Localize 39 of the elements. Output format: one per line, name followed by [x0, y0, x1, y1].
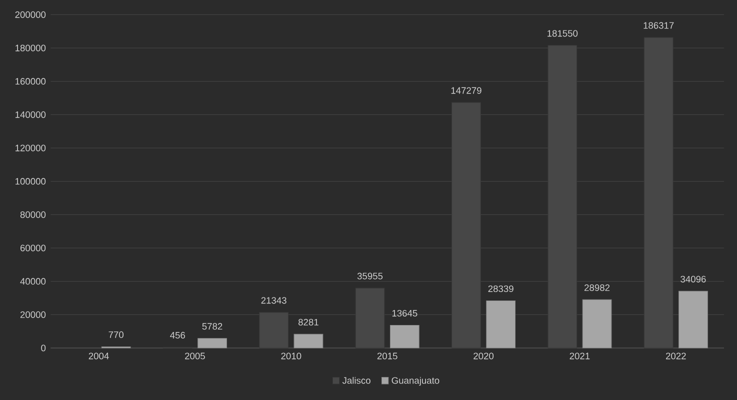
x-tick-label: 2020 — [474, 352, 494, 360]
bar — [678, 290, 708, 348]
data-label: 8281 — [298, 318, 318, 326]
y-tick-label: 60000 — [20, 244, 46, 252]
y-tick-label: 20000 — [20, 311, 46, 318]
x-tick-label: 2005 — [185, 352, 205, 360]
data-label: 186317 — [644, 22, 674, 29]
bar — [390, 324, 420, 348]
legend-label: Guanajuato — [392, 376, 440, 386]
data-label: 181550 — [548, 30, 578, 37]
data-label: 21343 — [261, 297, 286, 304]
y-tick-label: 120000 — [16, 144, 46, 152]
y-tick-label: 100000 — [16, 178, 46, 185]
x-tick-label: 2021 — [570, 352, 590, 360]
y-tick-label: 80000 — [20, 211, 46, 218]
data-label: 5782 — [202, 323, 222, 330]
x-tick-label: 2010 — [281, 352, 302, 360]
x-tick-label: 2022 — [666, 352, 686, 360]
x-tick-label: 2015 — [377, 352, 398, 360]
data-label: 28982 — [584, 284, 610, 291]
data-label: 770 — [108, 331, 124, 338]
y-tick-label: 180000 — [16, 44, 46, 52]
y-tick-label: 140000 — [16, 111, 46, 118]
y-tick-label: 0 — [41, 344, 46, 352]
data-label: 147279 — [451, 87, 482, 94]
x-tick-label: 2004 — [88, 352, 109, 360]
data-label: 13645 — [392, 310, 418, 317]
bar — [198, 338, 227, 348]
y-tick-label: 200000 — [15, 11, 46, 18]
data-label: 35955 — [357, 272, 383, 280]
bar — [294, 334, 324, 348]
legend-label: Jalisco — [342, 376, 370, 384]
data-label: 28339 — [488, 285, 514, 292]
data-label: 456 — [170, 332, 185, 339]
y-tick-label: 160000 — [16, 78, 46, 85]
y-tick-label: 40000 — [20, 278, 46, 285]
bar — [582, 299, 612, 348]
bar — [486, 300, 516, 348]
data-label: 34096 — [680, 276, 706, 282]
